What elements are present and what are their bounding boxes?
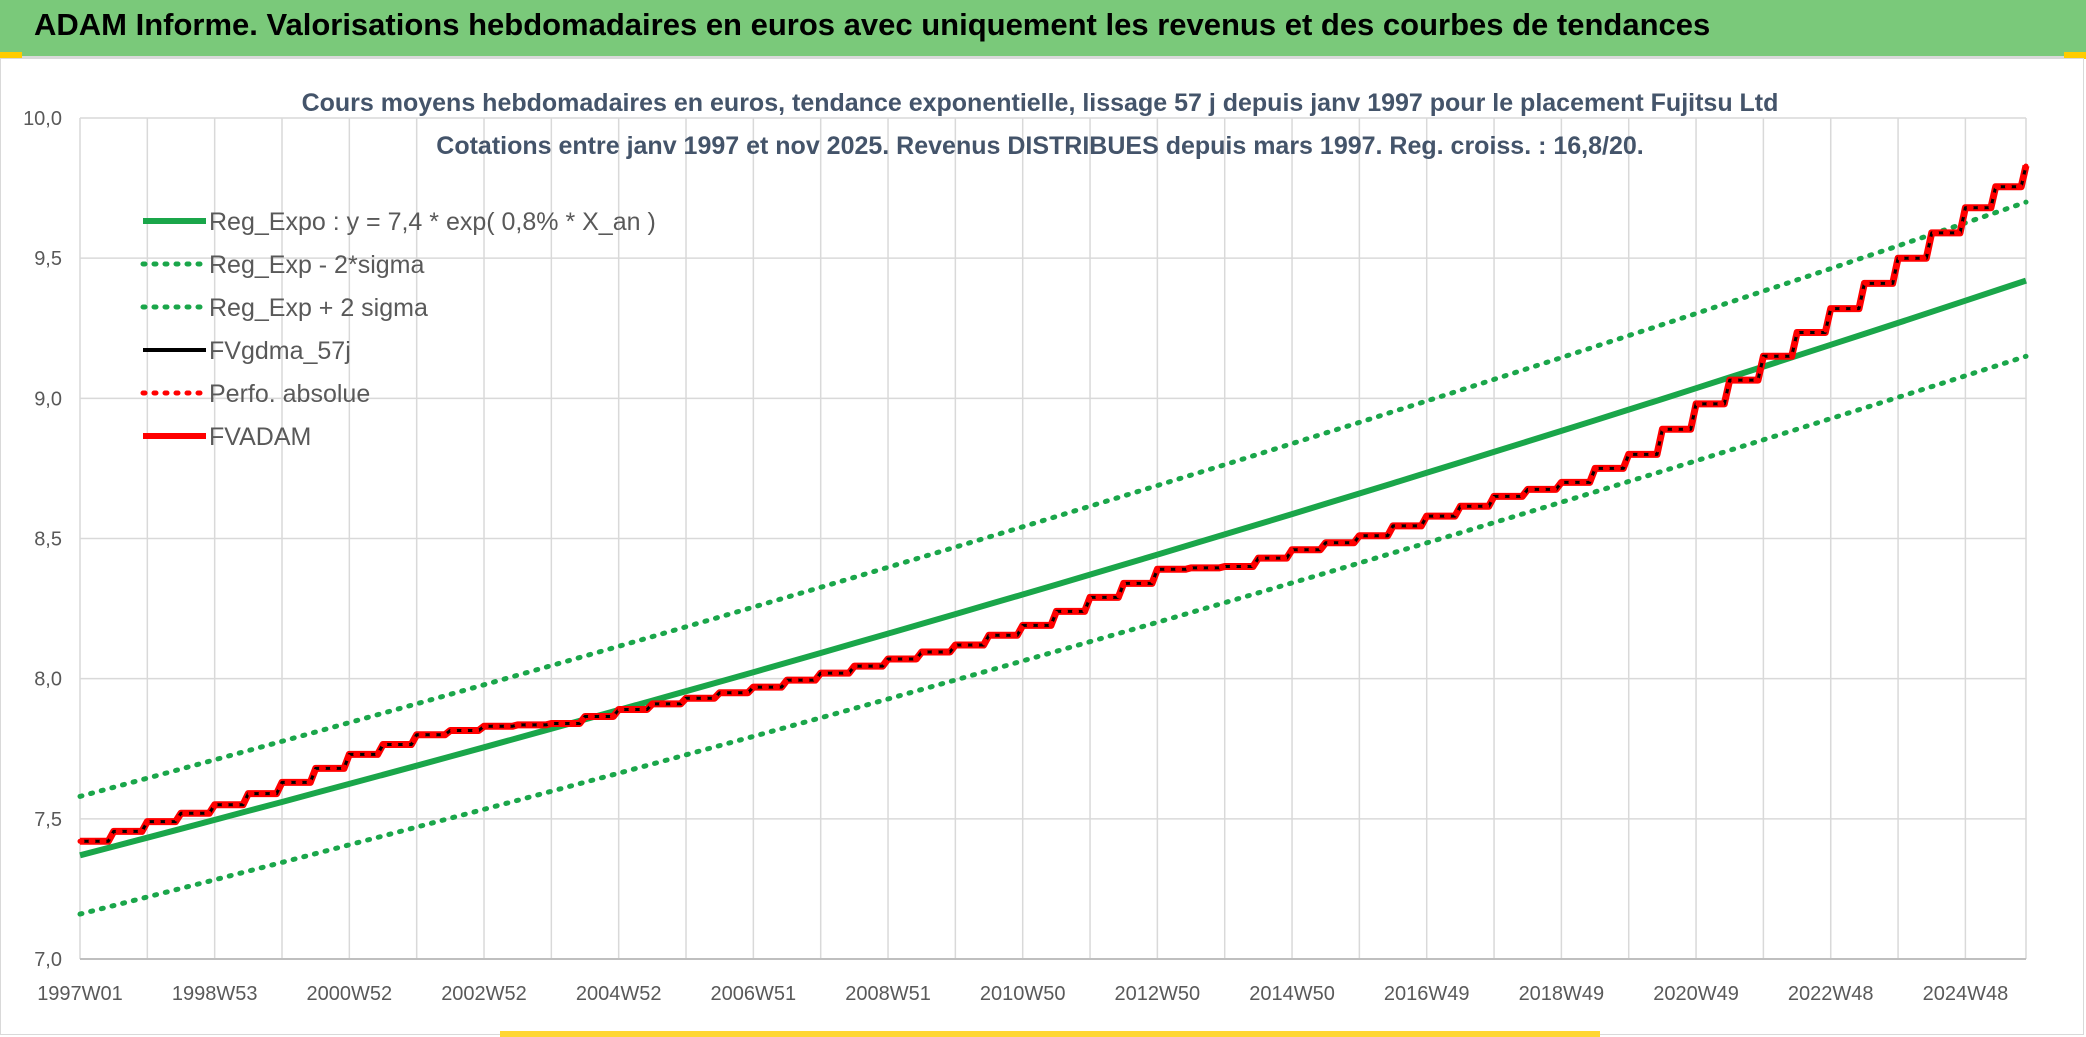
x-tick-label: 2016W49 (1384, 983, 1470, 1005)
legend-label: FVgdma_57j (209, 337, 351, 365)
x-tick-label: 2020W49 (1653, 983, 1739, 1005)
legend-label: FVADAM (209, 423, 311, 451)
corner-marker-right (2064, 52, 2086, 59)
x-tick-label: 1997W01 (37, 983, 123, 1005)
series-line-4 (77, 163, 2029, 844)
x-tick-label: 2018W49 (1519, 983, 1605, 1005)
y-tick-label: 7,5 (34, 809, 62, 831)
x-tick-label: 2010W50 (980, 983, 1066, 1005)
x-tick-label: 2002W52 (441, 983, 527, 1005)
legend-label: Reg_Exp - 2*sigma (209, 251, 424, 279)
bottom-accent-bar (500, 1031, 1600, 1037)
y-tick-label: 10,0 (23, 108, 62, 130)
series-line-2 (77, 199, 2029, 799)
x-tick-label: 2000W52 (307, 983, 393, 1005)
legend: Reg_Expo : y = 7,4 * exp( 0,8% * X_an ) R… (140, 208, 656, 451)
x-tick-label: 2012W50 (1115, 983, 1201, 1005)
page-title: ADAM Informe. Valorisations hebdomadaire… (34, 7, 1711, 42)
y-tick-label: 9,5 (34, 248, 62, 270)
x-tick-label: 1998W53 (172, 983, 258, 1005)
y-tick-label: 8,5 (34, 529, 62, 551)
chart-title: Cours moyens hebdomadaires en euros, ten… (302, 89, 1779, 117)
legend-label: Perfo. absolue (209, 380, 370, 408)
y-tick-label: 7,0 (34, 949, 62, 971)
header-banner: ADAM Informe. Valorisations hebdomadaire… (0, 0, 2086, 58)
chart-subtitle: Cotations entre janv 1997 et nov 2025. R… (436, 132, 1643, 160)
legend-label: Reg_Expo : y = 7,4 * exp( 0,8% * X_an ) (209, 208, 656, 236)
corner-marker-left (0, 52, 22, 59)
y-tick-label: 8,0 (34, 669, 62, 691)
x-tick-label: 2006W51 (711, 983, 797, 1005)
x-tick-label: 2008W51 (845, 983, 931, 1005)
series-line-0 (79, 277, 2027, 859)
x-tick-label: 2022W48 (1788, 983, 1874, 1005)
y-tick-label: 9,0 (34, 388, 62, 410)
series-line-1 (77, 353, 2029, 917)
x-tick-label: 2014W50 (1249, 983, 1335, 1005)
x-tick-label: 2004W52 (576, 983, 662, 1005)
legend-label: Reg_Exp + 2 sigma (209, 294, 428, 322)
x-tick-label: 2024W48 (1923, 983, 2009, 1005)
